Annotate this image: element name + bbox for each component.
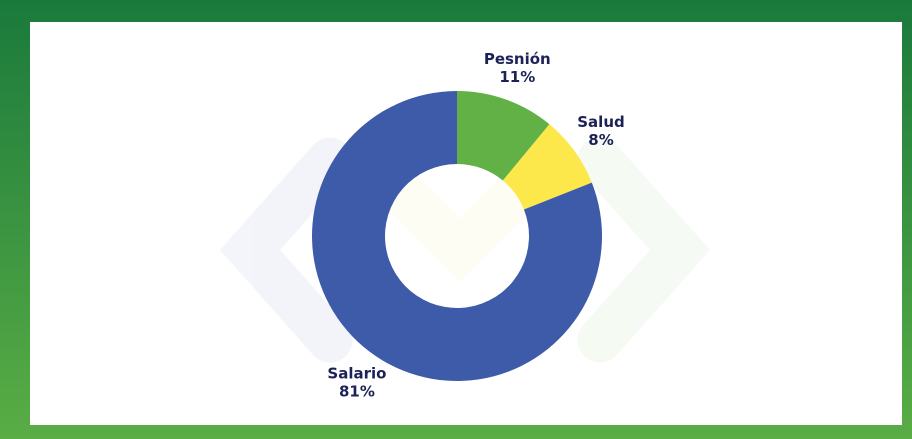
donut-slice [502,124,592,210]
slice-value: 81% [339,383,375,401]
slice-name: Salario [327,365,386,383]
slice-name: Pesnión [484,50,551,68]
watermark [219,137,711,363]
slice-name: Salud [577,113,624,131]
donut-slice [457,91,550,181]
slice-value: 8% [588,131,613,149]
donut-slice [311,90,602,381]
slice-value: 11% [499,68,535,86]
